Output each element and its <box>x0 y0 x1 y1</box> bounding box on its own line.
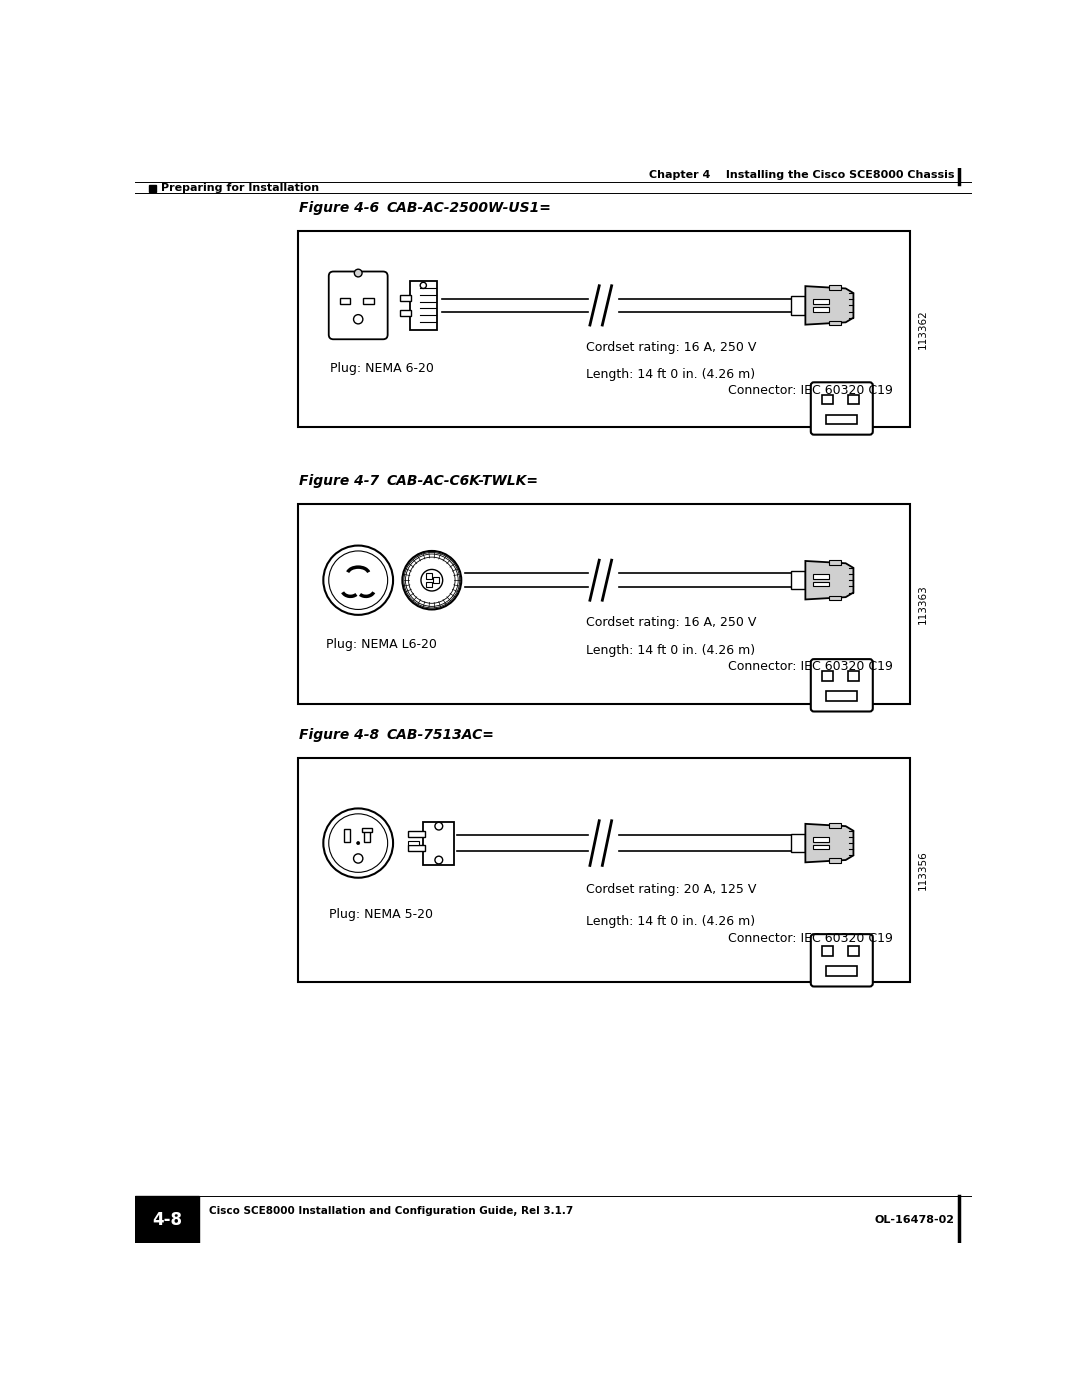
FancyBboxPatch shape <box>811 935 873 986</box>
Bar <box>828 823 841 827</box>
Bar <box>826 692 858 701</box>
Bar <box>848 946 859 956</box>
FancyBboxPatch shape <box>811 659 873 711</box>
Text: Plug: NEMA 6-20: Plug: NEMA 6-20 <box>329 362 433 376</box>
Bar <box>426 581 432 587</box>
Bar <box>822 394 833 404</box>
Bar <box>822 672 833 680</box>
Bar <box>826 415 858 423</box>
Bar <box>813 837 828 841</box>
Bar <box>298 504 910 704</box>
Text: 113363: 113363 <box>917 584 928 624</box>
Bar <box>813 307 828 312</box>
Bar <box>364 830 369 841</box>
Text: OL-16478-02: OL-16478-02 <box>875 1215 955 1225</box>
Bar <box>298 759 910 982</box>
Bar <box>408 841 419 845</box>
Bar <box>813 581 828 587</box>
Bar <box>828 595 841 601</box>
Circle shape <box>328 550 388 609</box>
Bar <box>828 285 841 291</box>
Bar <box>363 299 374 305</box>
Bar <box>822 946 833 956</box>
Circle shape <box>435 856 443 863</box>
Circle shape <box>420 282 427 288</box>
Circle shape <box>403 550 461 609</box>
Bar <box>792 296 806 314</box>
Text: Figure 4-7: Figure 4-7 <box>299 474 379 488</box>
Polygon shape <box>806 562 853 599</box>
Text: Figure 4-6: Figure 4-6 <box>299 201 379 215</box>
Bar <box>426 573 432 578</box>
Text: Connector: IEC 60320 C19: Connector: IEC 60320 C19 <box>728 932 893 946</box>
Polygon shape <box>806 286 853 324</box>
Polygon shape <box>806 824 853 862</box>
Text: Figure 4-8: Figure 4-8 <box>299 728 379 742</box>
Bar <box>813 299 828 305</box>
Text: Cisco SCE8000 Installation and Configuration Guide, Rel 3.1.7: Cisco SCE8000 Installation and Configura… <box>208 1206 572 1215</box>
Circle shape <box>356 841 360 845</box>
Bar <box>298 231 910 427</box>
Circle shape <box>435 823 443 830</box>
Bar <box>813 574 828 578</box>
Bar <box>149 184 156 191</box>
Circle shape <box>354 270 362 277</box>
Bar <box>813 845 828 849</box>
FancyBboxPatch shape <box>811 383 873 434</box>
Bar <box>826 967 858 975</box>
Bar <box>423 821 455 865</box>
Bar <box>408 831 424 837</box>
Text: Plug: NEMA 5-20: Plug: NEMA 5-20 <box>329 908 433 921</box>
Circle shape <box>323 546 393 615</box>
Bar <box>828 859 841 863</box>
Text: Chapter 4    Installing the Cisco SCE8000 Chassis: Chapter 4 Installing the Cisco SCE8000 C… <box>649 169 955 180</box>
Text: Length: 14 ft 0 in. (4.26 m): Length: 14 ft 0 in. (4.26 m) <box>585 915 755 928</box>
Text: Length: 14 ft 0 in. (4.26 m): Length: 14 ft 0 in. (4.26 m) <box>585 369 755 381</box>
Circle shape <box>353 854 363 863</box>
Bar <box>400 310 410 316</box>
Text: CAB-AC-C6K-TWLK=: CAB-AC-C6K-TWLK= <box>387 474 539 488</box>
Bar <box>135 1196 199 1243</box>
Bar <box>848 394 859 404</box>
Circle shape <box>421 570 443 591</box>
Text: Connector: IEC 60320 C19: Connector: IEC 60320 C19 <box>728 661 893 673</box>
Text: 113356: 113356 <box>917 849 928 890</box>
Text: 4-8: 4-8 <box>152 1211 181 1229</box>
Text: Cordset rating: 20 A, 125 V: Cordset rating: 20 A, 125 V <box>585 883 756 897</box>
Bar <box>339 299 350 305</box>
Text: CAB-AC-2500W-US1=: CAB-AC-2500W-US1= <box>387 201 552 215</box>
Text: Connector: IEC 60320 C19: Connector: IEC 60320 C19 <box>728 384 893 397</box>
Text: Cordset rating: 16 A, 250 V: Cordset rating: 16 A, 250 V <box>585 341 756 353</box>
Text: Cordset rating: 16 A, 250 V: Cordset rating: 16 A, 250 V <box>585 616 756 629</box>
Bar <box>848 672 859 680</box>
Text: 113362: 113362 <box>917 309 928 349</box>
Text: Preparing for Installation: Preparing for Installation <box>161 183 319 193</box>
Circle shape <box>323 809 393 877</box>
Bar <box>828 560 841 564</box>
Bar <box>400 295 410 300</box>
Bar <box>408 845 424 851</box>
Circle shape <box>353 314 363 324</box>
Bar <box>345 830 350 841</box>
Bar <box>792 571 806 590</box>
Bar <box>362 828 373 833</box>
Circle shape <box>328 814 388 872</box>
Bar <box>433 577 438 583</box>
Polygon shape <box>410 281 437 330</box>
Bar <box>828 321 841 326</box>
Text: CAB-7513AC=: CAB-7513AC= <box>387 728 495 742</box>
Text: Plug: NEMA L6-20: Plug: NEMA L6-20 <box>326 638 437 651</box>
FancyBboxPatch shape <box>328 271 388 339</box>
Text: Length: 14 ft 0 in. (4.26 m): Length: 14 ft 0 in. (4.26 m) <box>585 644 755 657</box>
Bar <box>792 834 806 852</box>
